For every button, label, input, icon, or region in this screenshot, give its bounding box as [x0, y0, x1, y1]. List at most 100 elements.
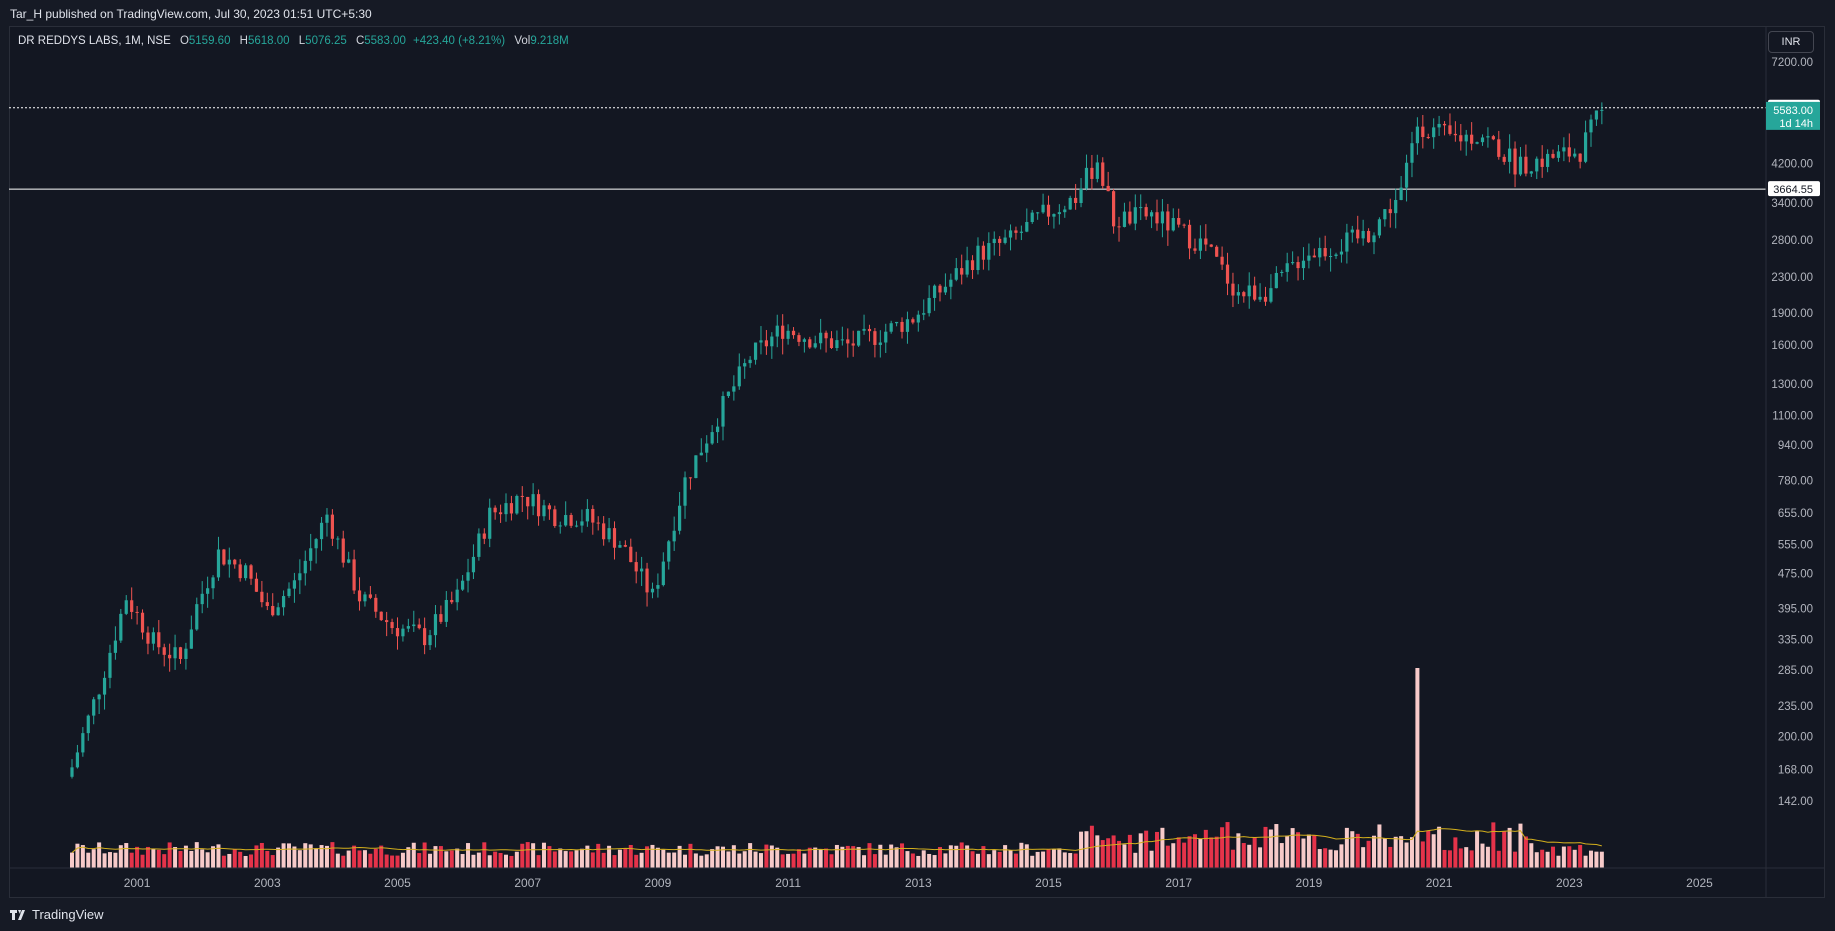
volume-bar [802, 853, 807, 868]
volume-bar [829, 854, 834, 868]
candle-body [330, 514, 334, 539]
open-value: 5159.60 [188, 35, 231, 47]
volume-bar [1529, 843, 1534, 868]
tradingview-logo[interactable]: TradingView [10, 907, 104, 922]
candle-body [1410, 143, 1414, 163]
close-value: 5583.00 [364, 35, 406, 47]
candle-body [1106, 185, 1110, 192]
candle-body [1187, 224, 1192, 249]
volume-bar [113, 852, 118, 868]
volume-bar [395, 855, 400, 868]
volume-bar [428, 853, 433, 868]
price-tick-label: 2300.00 [1771, 272, 1813, 284]
candle-body [998, 238, 1002, 243]
volume-bar [438, 846, 443, 868]
candle-body [1562, 147, 1566, 152]
candle-body [553, 509, 557, 526]
candle-body [227, 559, 231, 565]
candle-body [710, 432, 714, 444]
volume-bar [574, 850, 579, 868]
symbol-legend[interactable]: DR REDDYS LABS, 1M, NSE O5159.60 H5618.0… [18, 35, 569, 47]
candle-body [200, 593, 204, 605]
candle-body [412, 624, 416, 627]
volume-bar [151, 849, 156, 868]
volume-bar [1551, 846, 1556, 868]
candle-body [531, 494, 535, 507]
candle-body [1128, 211, 1132, 224]
candle-body [781, 325, 785, 339]
candle-body [916, 314, 920, 323]
candle-body [1513, 148, 1517, 175]
volume-bar [547, 846, 552, 868]
volume-bar [590, 852, 595, 868]
candle-body [233, 559, 237, 565]
volume-bar [406, 847, 411, 868]
volume-bar [107, 852, 112, 868]
volume-bar [352, 845, 357, 868]
volume-bar [617, 849, 622, 868]
volume-bar [249, 854, 254, 868]
volume-bar [167, 842, 172, 868]
volume-bar [813, 847, 818, 868]
candle-body [374, 597, 378, 612]
volume-bar [1100, 840, 1105, 868]
candle-body [640, 568, 644, 572]
candle-body [1149, 212, 1154, 217]
volume-bar [715, 846, 720, 868]
candle-body [808, 339, 812, 348]
candle-body [791, 330, 796, 336]
volume-bar [927, 853, 932, 868]
candle-body [1361, 230, 1365, 239]
volume-bar [1160, 827, 1165, 868]
volume-bar [1409, 837, 1414, 868]
candle-body [287, 588, 291, 597]
volume-bar [476, 852, 481, 868]
volume-bar [1507, 827, 1512, 868]
candle-body [1204, 238, 1208, 245]
volume-bar [194, 842, 199, 868]
candle-body [423, 628, 427, 646]
candle-body [1334, 254, 1338, 257]
volume-bar [769, 845, 774, 868]
volume-bar [1420, 841, 1425, 868]
volume-bar [1361, 847, 1366, 868]
volume-bar [943, 853, 948, 868]
volume-bar [1523, 836, 1528, 868]
candle-body [124, 600, 128, 614]
volume-bar [563, 851, 568, 868]
time-tick-label: 2003 [254, 876, 281, 890]
chart-frame[interactable] [9, 26, 1825, 898]
candle-body [699, 452, 703, 456]
volume-bar [1328, 849, 1333, 868]
candle-body [298, 573, 302, 581]
candle-body [900, 321, 904, 332]
candle-body [466, 572, 470, 581]
candle-body [1209, 244, 1213, 247]
volume-bar [1149, 850, 1154, 868]
volume-bar [1437, 826, 1442, 868]
volume-bar [1339, 844, 1344, 868]
volume-bar [634, 854, 639, 868]
candle-body [867, 328, 872, 332]
volume-bar [238, 851, 243, 868]
volume-bar [807, 847, 812, 868]
volume-bar [216, 844, 221, 868]
candle-body [965, 260, 969, 275]
candle-body [70, 767, 74, 777]
volume-bar [200, 849, 205, 868]
candle-body [1258, 296, 1262, 300]
volume-bar [276, 847, 281, 868]
candle-body [1345, 232, 1349, 252]
currency-button[interactable]: INR [1768, 31, 1814, 53]
volume-bar [243, 855, 248, 868]
volume-bar [1203, 829, 1208, 868]
price-tick-label: 200.00 [1778, 732, 1813, 744]
volume-bar [379, 845, 384, 868]
time-tick-label: 2015 [1035, 876, 1062, 890]
volume-bar [1561, 846, 1566, 868]
volume-bar [1095, 835, 1100, 868]
candle-body [1600, 109, 1604, 111]
candle-body [184, 648, 188, 659]
candle-body [151, 632, 155, 644]
